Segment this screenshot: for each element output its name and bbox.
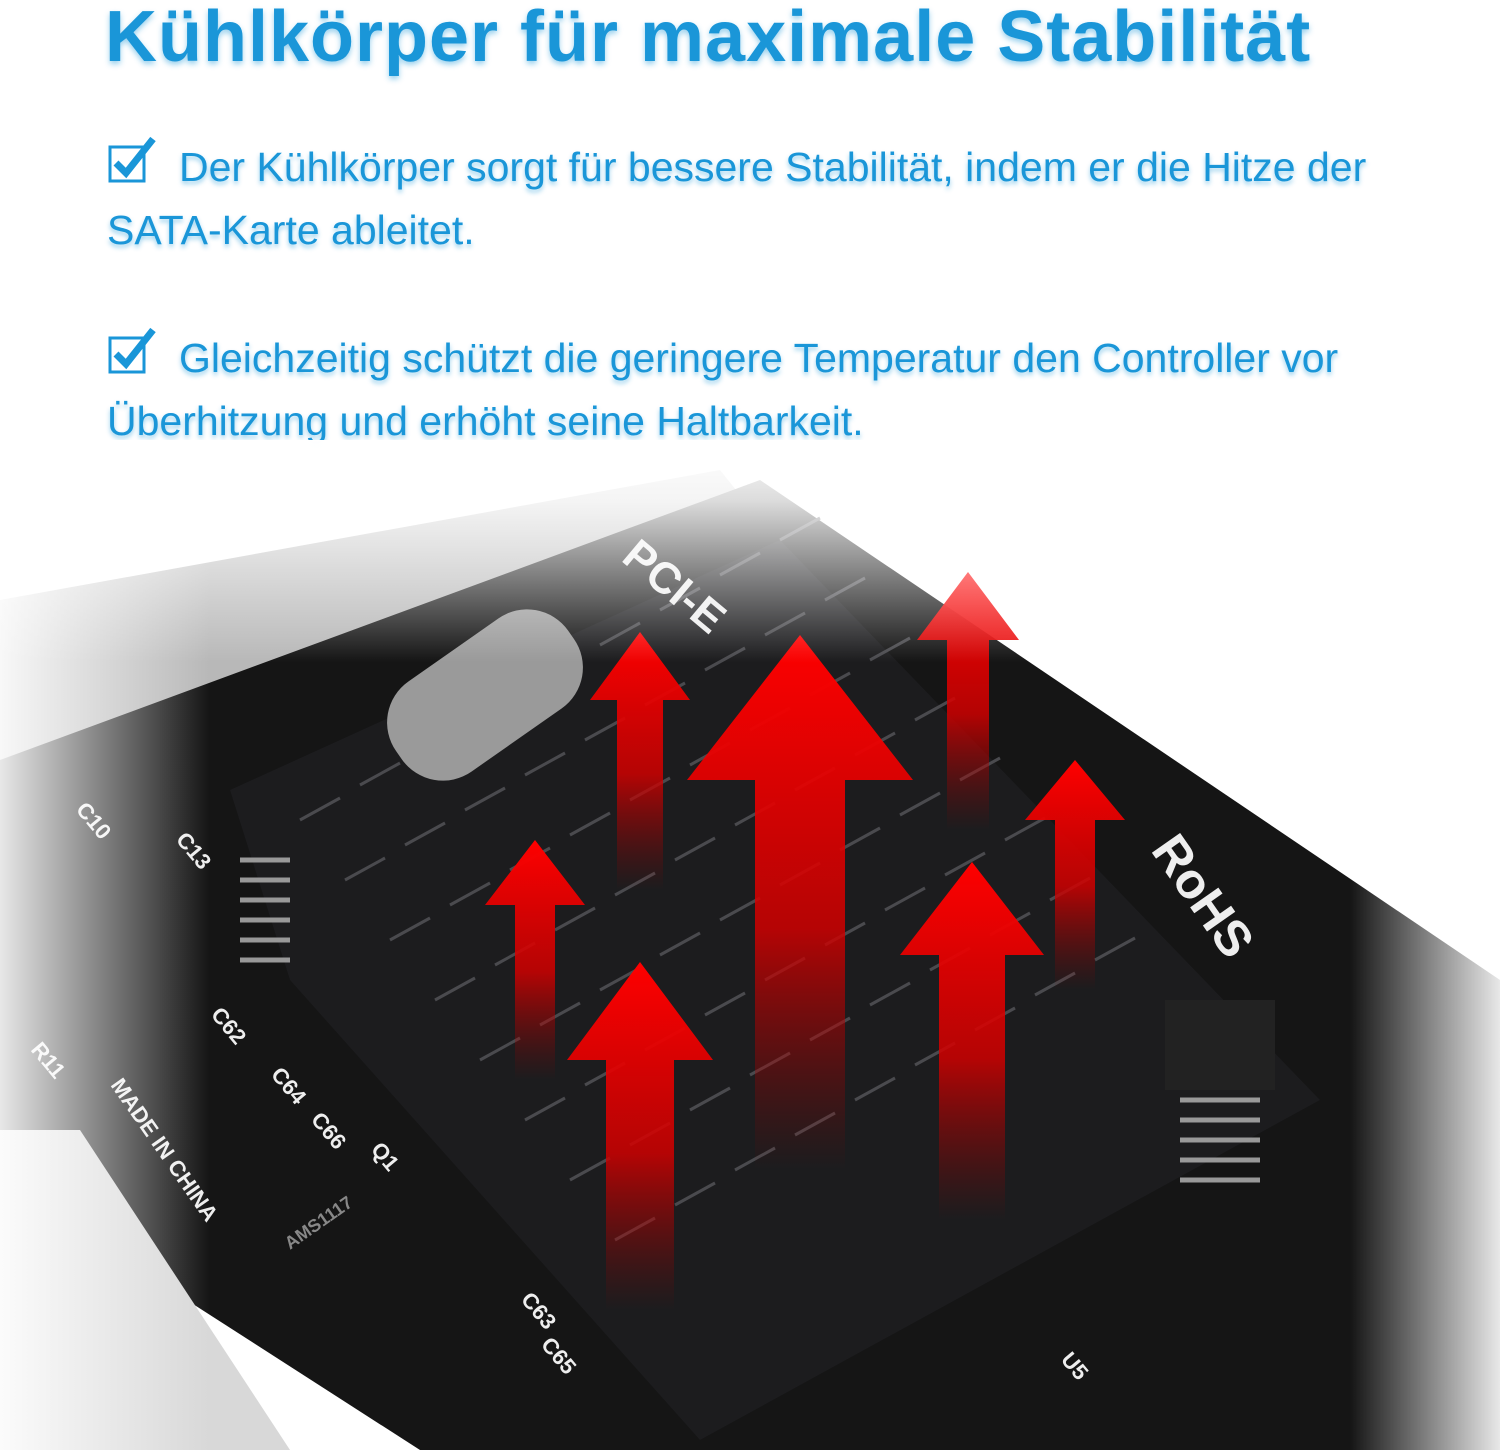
product-photo: PCI-E MADE IN CHINA AMS1117 C10 C13 C62 … [0, 470, 1500, 1450]
bullet-text: Gleichzeitig schützt die geringere Tempe… [107, 335, 1339, 444]
page-title: Kühlkörper für maximale Stabilität [105, 0, 1312, 77]
checkbox-checked-icon [108, 327, 156, 374]
checkbox-checked-icon [108, 136, 156, 183]
bullet-2: Gleichzeitig schützt die geringere Tempe… [107, 326, 1447, 453]
bullet-1: Der Kühlkörper sorgt für bessere Stabili… [107, 135, 1447, 262]
screw-head [1165, 1000, 1275, 1090]
bullet-text: Der Kühlkörper sorgt für bessere Stabili… [107, 144, 1367, 253]
